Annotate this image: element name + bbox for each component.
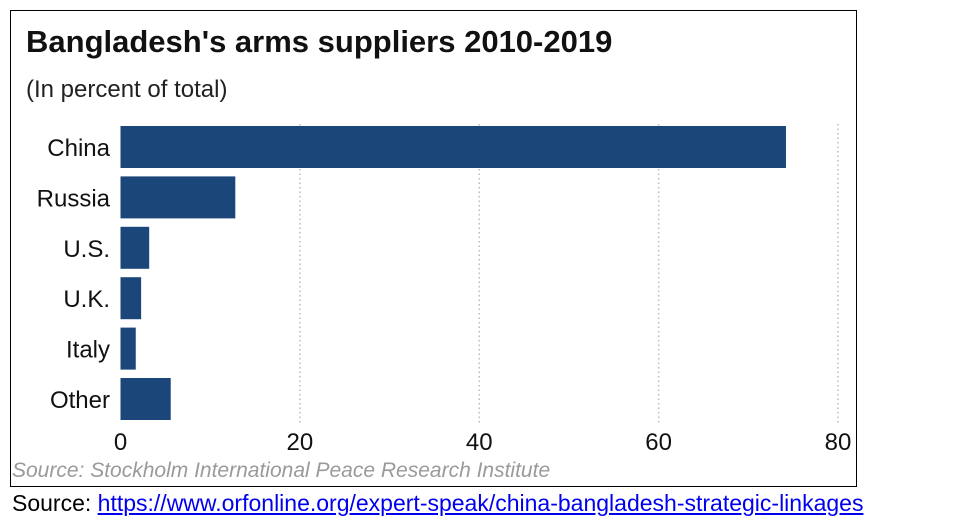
footer-source: Source: https://www.orfonline.org/expert…: [12, 490, 863, 517]
chart-subtitle: (In percent of total): [26, 76, 228, 103]
chart-frame: [10, 10, 857, 487]
x-tick-label: 40: [466, 429, 493, 456]
bar-russia: [120, 176, 236, 219]
category-label: Italy: [66, 337, 110, 364]
footer-label: Source:: [12, 490, 98, 516]
x-tick-label: 60: [645, 429, 672, 456]
x-tick-label: 80: [825, 429, 852, 456]
chart-title: Bangladesh's arms suppliers 2010-2019: [26, 24, 613, 59]
bar-other: [120, 378, 171, 420]
source-link[interactable]: https://www.orfonline.org/expert-speak/c…: [97, 490, 864, 516]
bar-italy: [120, 327, 136, 370]
chart-source-note: Source: Stockholm International Peace Re…: [12, 459, 551, 482]
x-tick-label: 20: [287, 429, 314, 456]
bar-uk: [120, 277, 142, 320]
category-label: China: [47, 135, 110, 162]
x-tick-label: 0: [114, 429, 127, 456]
bar-china: [120, 126, 786, 168]
bar-us: [120, 226, 150, 269]
category-label: Russia: [37, 185, 111, 212]
category-label: U.K.: [63, 286, 110, 313]
category-label: Other: [50, 387, 110, 414]
category-label: U.S.: [63, 236, 110, 263]
